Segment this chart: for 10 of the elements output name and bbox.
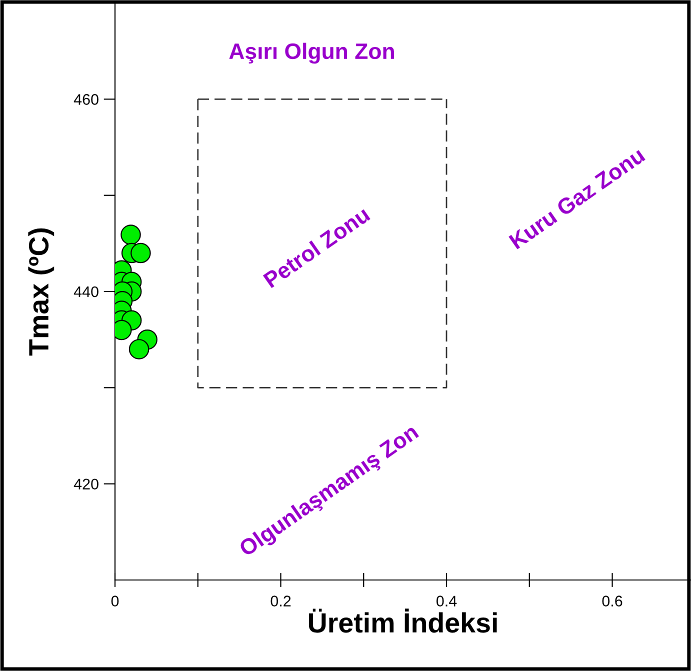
y-tick-label: 460 <box>74 94 98 105</box>
x-tick-label: 0.6 <box>602 596 622 606</box>
x-axis-title: Üretim İndeksi <box>308 608 497 633</box>
annotation: Aşırı Olgun Zon <box>229 42 394 64</box>
x-tick-label: 0.2 <box>270 596 291 606</box>
y-tick-label: 440 <box>74 286 98 298</box>
y-tick-label: 420 <box>74 478 98 490</box>
x-tick-label: 0.4 <box>436 596 457 606</box>
y-axis-title: Tmax (ºC) <box>28 228 54 356</box>
x-tick-label: 0 <box>111 596 119 606</box>
